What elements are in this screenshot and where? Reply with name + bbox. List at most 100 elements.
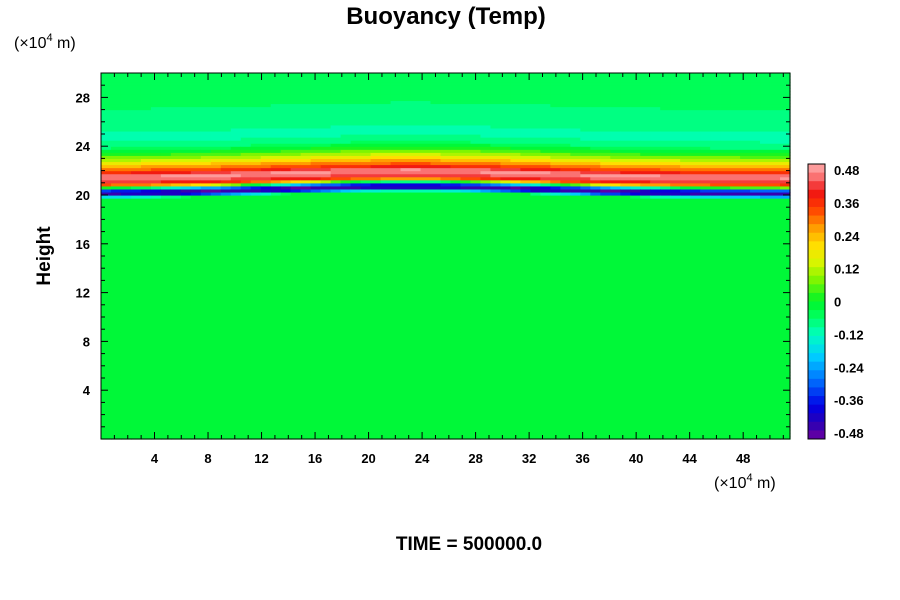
heatmap-cell [390,350,402,355]
heatmap-cell [480,320,492,324]
heatmap-cell [250,365,262,370]
heatmap-cell [500,304,512,309]
heatmap-cell [470,259,482,263]
heatmap-cell [120,417,132,422]
heatmap-cell [390,228,402,233]
heatmap-cell [220,429,232,434]
heatmap-cell [120,344,132,349]
heatmap-cell [400,304,412,309]
heatmap-cell [380,341,392,346]
heatmap-cell [340,243,352,248]
heatmap-cell [170,408,182,413]
heatmap-cell [310,82,322,86]
heatmap-cell [150,228,162,233]
heatmap-cell [210,280,222,285]
heatmap-cell [160,268,172,272]
heatmap-cell [130,368,142,373]
heatmap-cell [220,347,232,352]
heatmap-cell [410,149,422,153]
heatmap-cell [350,179,362,184]
heatmap-cell [340,204,352,208]
heatmap-cell [390,289,402,294]
heatmap-cell [450,274,462,278]
heatmap-cell [430,88,442,92]
heatmap-cell [300,201,312,205]
heatmap-cell [500,130,512,135]
heatmap-cell [360,411,372,416]
heatmap-cell [450,161,462,166]
heatmap-cell [290,432,302,437]
heatmap-cell [320,231,332,236]
heatmap-cell [350,432,362,437]
heatmap-cell [390,207,402,211]
heatmap-cell [300,94,312,98]
heatmap-cell [460,414,472,419]
heatmap-cell [390,88,402,92]
heatmap-cell [440,411,452,416]
heatmap-cell [230,225,242,230]
heatmap-cell [430,408,442,413]
heatmap-cell [120,73,132,77]
heatmap-cell [180,179,192,184]
heatmap-cell [370,326,382,330]
heatmap-cell [130,356,142,361]
heatmap-cell [300,390,312,394]
heatmap-cell [280,164,292,169]
heatmap-cell [310,127,322,132]
heatmap-cell [150,88,162,92]
heatmap-cell [430,198,442,202]
heatmap-cell [400,359,412,364]
heatmap-cell [101,423,112,428]
heatmap-cell [320,317,332,321]
heatmap-cell [260,280,272,285]
heatmap-cell [360,100,372,105]
heatmap-cell [350,240,362,245]
heatmap-cell [460,384,472,388]
heatmap-cell [320,374,332,379]
heatmap-cell [370,97,382,102]
heatmap-cell [150,399,162,403]
heatmap-cell [330,146,342,150]
heatmap-cell [410,280,422,285]
heatmap-cell [300,283,312,288]
heatmap-cell [500,387,512,391]
heatmap-cell [420,170,432,175]
heatmap-cell [480,91,492,95]
heatmap-cell [400,350,412,355]
heatmap-cell [360,191,372,196]
heatmap-cell [280,335,292,339]
heatmap-cell [330,271,342,275]
heatmap-cell [470,240,482,245]
heatmap-cell [101,368,112,373]
heatmap-cell [460,289,472,294]
heatmap-cell [390,201,402,205]
heatmap-cell [500,368,512,373]
heatmap-cell [290,423,302,428]
heatmap-cell [460,188,472,193]
heatmap-cell [320,420,332,425]
heatmap-cell [380,374,392,379]
heatmap-cell [460,219,472,224]
heatmap-cell [300,326,312,330]
heatmap-cell [280,432,292,437]
heatmap-cell [460,79,472,83]
heatmap-cell [370,94,382,98]
heatmap-cell [210,429,222,434]
heatmap-cell [410,374,422,379]
heatmap-cell [380,225,392,230]
heatmap-cell [300,274,312,278]
heatmap-cell [350,137,362,141]
heatmap-cell [410,359,422,364]
heatmap-cell [360,91,372,95]
heatmap-cell [110,134,122,138]
heatmap-cell [150,143,162,147]
heatmap-cell [350,243,362,248]
heatmap-cell [210,249,222,254]
heatmap-cell [350,249,362,254]
heatmap-cell [360,170,372,175]
heatmap-cell [490,185,502,190]
heatmap-cell [150,231,162,236]
heatmap-cell [240,259,252,263]
heatmap-cell [470,228,482,233]
heatmap-cell [101,115,112,120]
